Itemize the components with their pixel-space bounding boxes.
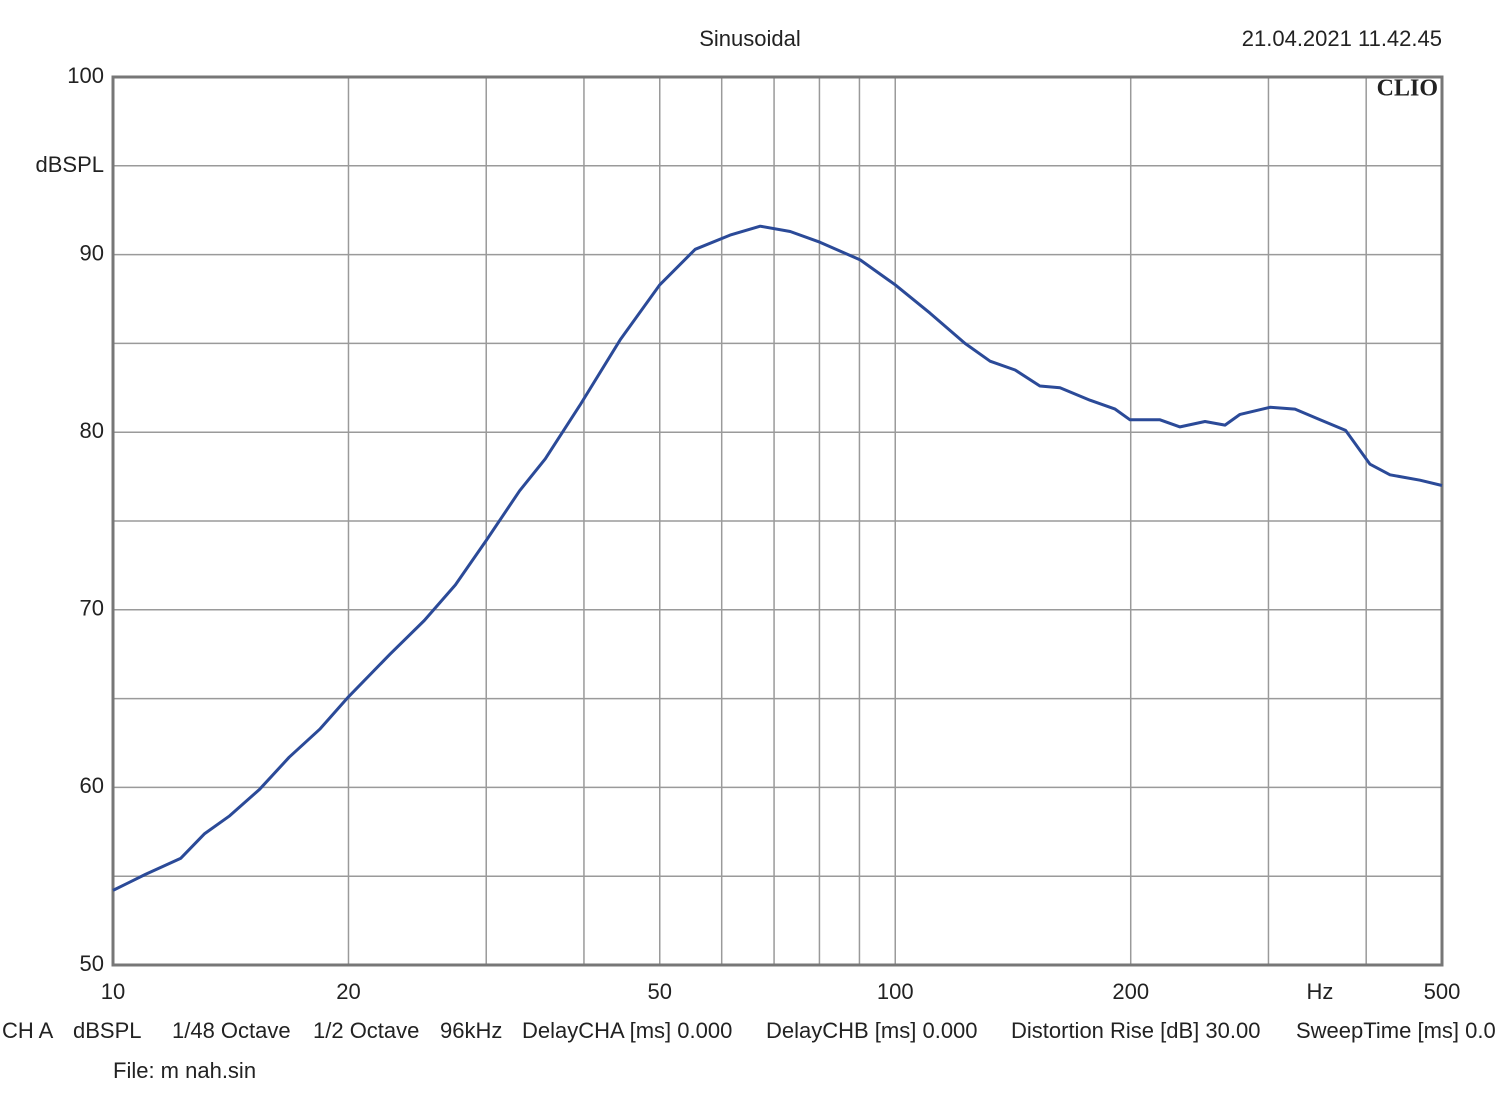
x-tick-label: 20 [336, 979, 360, 1004]
y-tick-label: 100 [67, 63, 104, 88]
setting: dBSPL [73, 1018, 142, 1043]
setting: 1/48 Octave [172, 1018, 291, 1043]
y-axis-label: dBSPL [36, 152, 105, 177]
y-tick-label: 60 [80, 773, 104, 798]
setting: CH A [2, 1018, 54, 1043]
plot-frame [111, 75, 1444, 967]
x-tick-label: 200 [1112, 979, 1149, 1004]
x-tick-label: 10 [101, 979, 125, 1004]
setting: Distortion Rise [dB] 30.00 [1011, 1018, 1260, 1043]
setting: 96kHz [440, 1018, 502, 1043]
setting: DelayCHB [ms] 0.000 [766, 1018, 978, 1043]
y-tick-label: 70 [80, 596, 104, 621]
setting: 1/2 Octave [313, 1018, 419, 1043]
x-tick-label: 500 [1424, 979, 1461, 1004]
x-tick-label: 50 [648, 979, 672, 1004]
chart-title: Sinusoidal [699, 26, 801, 51]
timestamp: 21.04.2021 11.42.45 [1242, 26, 1442, 51]
x-axis-label: Hz [1307, 979, 1334, 1004]
x-tick-label: 100 [877, 979, 914, 1004]
y-tick-label: 90 [80, 240, 104, 265]
file-name: File: m nah.sin [113, 1058, 256, 1083]
setting: DelayCHA [ms] 0.000 [522, 1018, 732, 1043]
setting: SweepTime [ms] 0.0 [1296, 1018, 1496, 1043]
y-tick-label: 50 [80, 951, 104, 976]
watermark: CLIO [1377, 76, 1438, 102]
y-tick-label: 80 [80, 418, 104, 443]
data-line [112, 224, 1443, 892]
